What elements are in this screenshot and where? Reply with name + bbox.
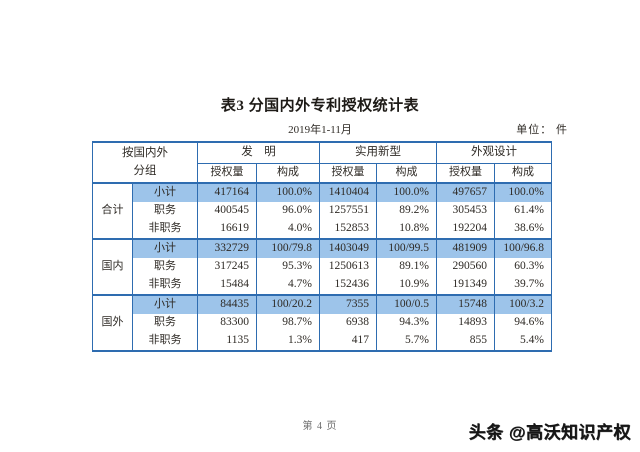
section-header-utility-model: 实用新型	[319, 142, 437, 164]
table-cell: 100/96.8	[494, 238, 552, 258]
table-row: 非职务 16619 4.0% 152853 10.8% 192204 38.6%	[93, 220, 552, 239]
table-cell: 4.7%	[256, 276, 320, 295]
table-cell: 38.6%	[494, 220, 552, 239]
table-cell: 100.0%	[376, 182, 437, 202]
table-cell: 4.0%	[256, 220, 320, 239]
table-cell: 100/79.8	[256, 238, 320, 258]
table-cell: 83300	[197, 314, 257, 332]
table-cell: 6938	[319, 314, 377, 332]
table-row: 非职务 15484 4.7% 152436 10.9% 191349 39.7%	[93, 276, 552, 295]
row-label: 职务	[132, 202, 198, 220]
col-header-composition: 构成	[376, 163, 437, 184]
table-row: 合计 小计 417164 100.0% 1410404 100.0% 49765…	[92, 182, 552, 239]
section-header-design: 外观设计	[436, 142, 552, 164]
table-cell: 1.3%	[256, 332, 320, 351]
table-cell: 15484	[197, 276, 257, 295]
table-cell: 1135	[197, 332, 257, 351]
table-cell: 317245	[197, 258, 257, 276]
table-row: 国内 小计 332729 100/79.8 1403049 100/99.5 4…	[92, 238, 552, 295]
table-cell: 60.3%	[494, 258, 552, 276]
col-header-composition: 构成	[256, 163, 320, 184]
table-cell: 14893	[436, 314, 495, 332]
row-group-label: 合计	[92, 182, 133, 239]
row-label: 小计	[132, 238, 198, 258]
table-cell: 152853	[319, 220, 377, 239]
table-cell: 5.4%	[494, 332, 552, 351]
table-cell: 100/20.2	[256, 294, 320, 314]
header-row-sections: 按国内外 分组 发 明 实用新型 外观设计	[92, 142, 552, 184]
row-label: 职务	[132, 314, 198, 332]
col-header-granted: 授权量	[436, 163, 495, 184]
table-cell: 1403049	[319, 238, 377, 258]
table-cell: 417	[319, 332, 377, 351]
header-row-measures: 授权量 构成 授权量 构成 授权量 构成	[93, 163, 552, 184]
table-cell: 497657	[436, 182, 495, 202]
corner-header-line2: 分组	[133, 164, 157, 177]
table-cell: 100/99.5	[376, 238, 437, 258]
table-cell: 152436	[319, 276, 377, 295]
table-cell: 400545	[197, 202, 257, 220]
table-cell: 481909	[436, 238, 495, 258]
table-cell: 84435	[197, 294, 257, 314]
row-label: 小计	[132, 294, 198, 314]
period-label: 2019年1-11月	[288, 124, 352, 136]
table-cell: 332729	[197, 238, 257, 258]
table-cell: 39.7%	[494, 276, 552, 295]
row-label: 非职务	[132, 220, 198, 239]
table-cell: 96.0%	[256, 202, 320, 220]
corner-header: 按国内外 分组	[92, 142, 198, 184]
table-row: 职务 83300 98.7% 6938 94.3% 14893 94.6%	[93, 314, 552, 332]
table-cell: 89.1%	[376, 258, 437, 276]
table-row: 职务 317245 95.3% 1250613 89.1% 290560 60.…	[93, 258, 552, 276]
corner-header-line1: 按国内外	[122, 147, 168, 160]
col-header-granted: 授权量	[197, 163, 257, 184]
patent-grant-table: 按国内外 分组 发 明 实用新型 外观设计 授权量 构成 授权量 构成 授权量 …	[92, 141, 552, 352]
row-label: 职务	[132, 258, 198, 276]
table-cell: 100/3.2	[494, 294, 552, 314]
table-row: 职务 400545 96.0% 1257551 89.2% 305453 61.…	[93, 202, 552, 220]
table-cell: 192204	[436, 220, 495, 239]
table-cell: 98.7%	[256, 314, 320, 332]
table-cell: 7355	[319, 294, 377, 314]
page-number: 第 4 页	[302, 421, 338, 432]
col-header-composition: 构成	[494, 163, 552, 184]
table-cell: 10.9%	[376, 276, 437, 295]
row-label: 非职务	[132, 276, 198, 295]
table-cell: 94.6%	[494, 314, 552, 332]
table-cell: 100.0%	[494, 182, 552, 202]
table-cell: 191349	[436, 276, 495, 295]
table-cell: 89.2%	[376, 202, 437, 220]
table-cell: 100.0%	[256, 182, 320, 202]
table-cell: 417164	[197, 182, 257, 202]
toutiao-watermark: 头条 @高沃知识产权	[468, 423, 631, 442]
section-header-invention: 发 明	[197, 142, 320, 164]
table-cell: 5.7%	[376, 332, 437, 351]
row-label: 非职务	[132, 332, 198, 351]
table-cell: 61.4%	[494, 202, 552, 220]
table-cell: 855	[436, 332, 495, 351]
table-cell: 1250613	[319, 258, 377, 276]
table-row: 国外 小计 84435 100/20.2 7355 100/0.5 15748 …	[92, 294, 552, 351]
unit-label: 单位： 件	[516, 124, 568, 136]
table-cell: 100/0.5	[376, 294, 437, 314]
table-cell: 95.3%	[256, 258, 320, 276]
col-header-granted: 授权量	[319, 163, 377, 184]
table-cell: 290560	[436, 258, 495, 276]
table-cell: 1410404	[319, 182, 377, 202]
table-row: 非职务 1135 1.3% 417 5.7% 855 5.4%	[93, 332, 552, 351]
table-title: 表3 分国内外专利授权统计表	[220, 98, 420, 114]
table-cell: 10.8%	[376, 220, 437, 239]
table-cell: 16619	[197, 220, 257, 239]
table-cell: 1257551	[319, 202, 377, 220]
table-cell: 94.3%	[376, 314, 437, 332]
row-group-label: 国内	[92, 238, 133, 295]
row-group-label: 国外	[92, 294, 133, 351]
row-label: 小计	[132, 182, 198, 202]
table-cell: 15748	[436, 294, 495, 314]
table-cell: 305453	[436, 202, 495, 220]
